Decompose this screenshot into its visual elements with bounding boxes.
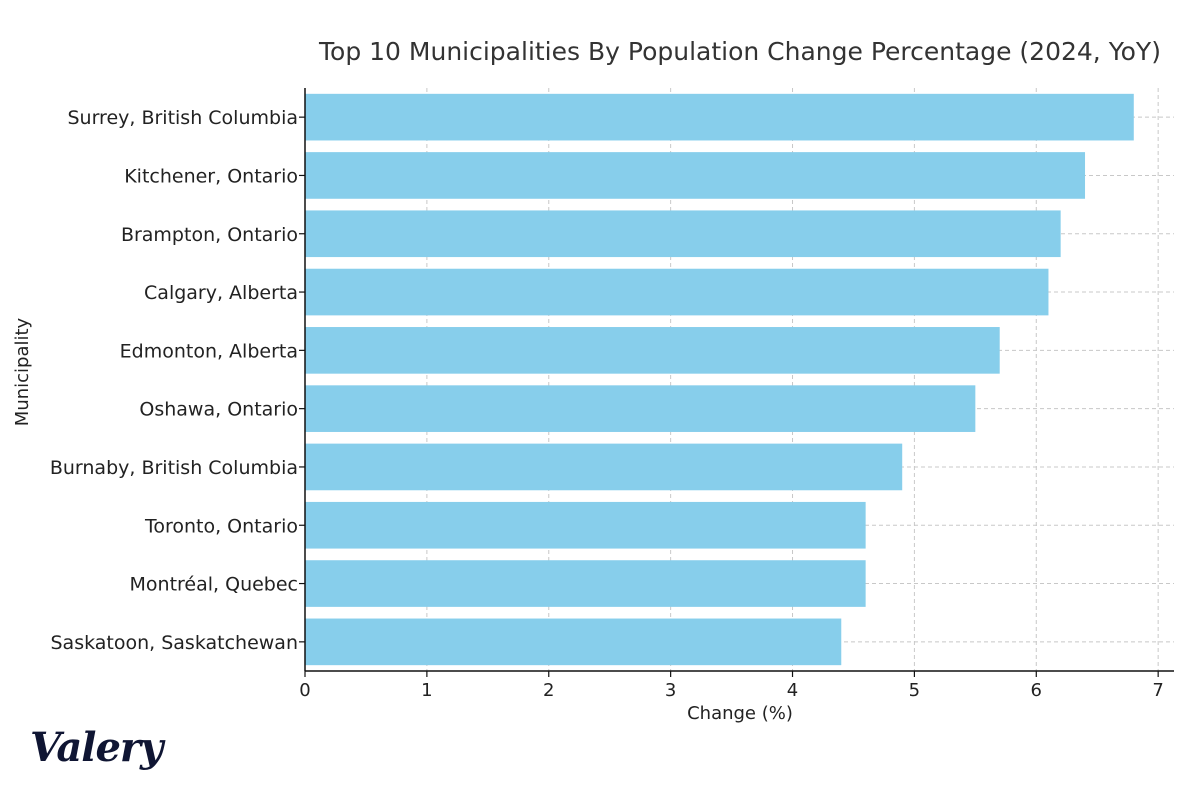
category-label-8: Montréal, Quebec — [130, 574, 298, 596]
category-label-4: Edmonton, Alberta — [120, 340, 298, 362]
y-axis-title: Municipality — [12, 317, 33, 426]
category-label-9: Saskatoon, Saskatchewan — [50, 632, 298, 654]
x-tick-label-1: 1 — [421, 680, 432, 701]
category-label-1: Kitchener, Ontario — [124, 165, 298, 187]
bar-4 — [305, 327, 1000, 374]
labels-layer: Surrey, British Columbia Kitchener, Ontar… — [50, 107, 1164, 701]
bar-0 — [305, 93, 1134, 141]
bar-1 — [305, 152, 1086, 199]
x-tick-label-3: 3 — [665, 680, 676, 701]
x-tick-label-0: 0 — [299, 680, 310, 701]
chart-title: Top 10 Municipalities By Population Chan… — [318, 37, 1161, 66]
bar-8 — [305, 560, 866, 607]
x-axis-title: Change (%) — [687, 703, 793, 724]
x-tick-label-6: 6 — [1031, 680, 1042, 701]
bar-3 — [305, 268, 1049, 316]
x-tick-label-7: 7 — [1152, 680, 1163, 701]
category-label-3: Calgary, Alberta — [144, 282, 298, 304]
bar-9 — [305, 618, 842, 666]
bar-7 — [305, 501, 866, 549]
bar-5 — [305, 385, 976, 432]
x-tick-label-4: 4 — [787, 680, 798, 701]
x-tick-label-2: 2 — [543, 680, 554, 701]
bar-6 — [305, 443, 903, 491]
category-label-6: Burnaby, British Columbia — [50, 457, 298, 479]
category-label-5: Oshawa, Ontario — [139, 399, 298, 421]
valery-logo: Valery — [30, 724, 163, 771]
category-label-0: Surrey, British Columbia — [67, 107, 298, 129]
x-tick-label-5: 5 — [909, 680, 920, 701]
category-label-7: Toronto, Ontario — [144, 515, 298, 537]
bar-2 — [305, 210, 1061, 258]
axes-layer — [299, 88, 1174, 677]
category-label-2: Brampton, Ontario — [121, 224, 298, 246]
bars-layer — [305, 93, 1134, 666]
